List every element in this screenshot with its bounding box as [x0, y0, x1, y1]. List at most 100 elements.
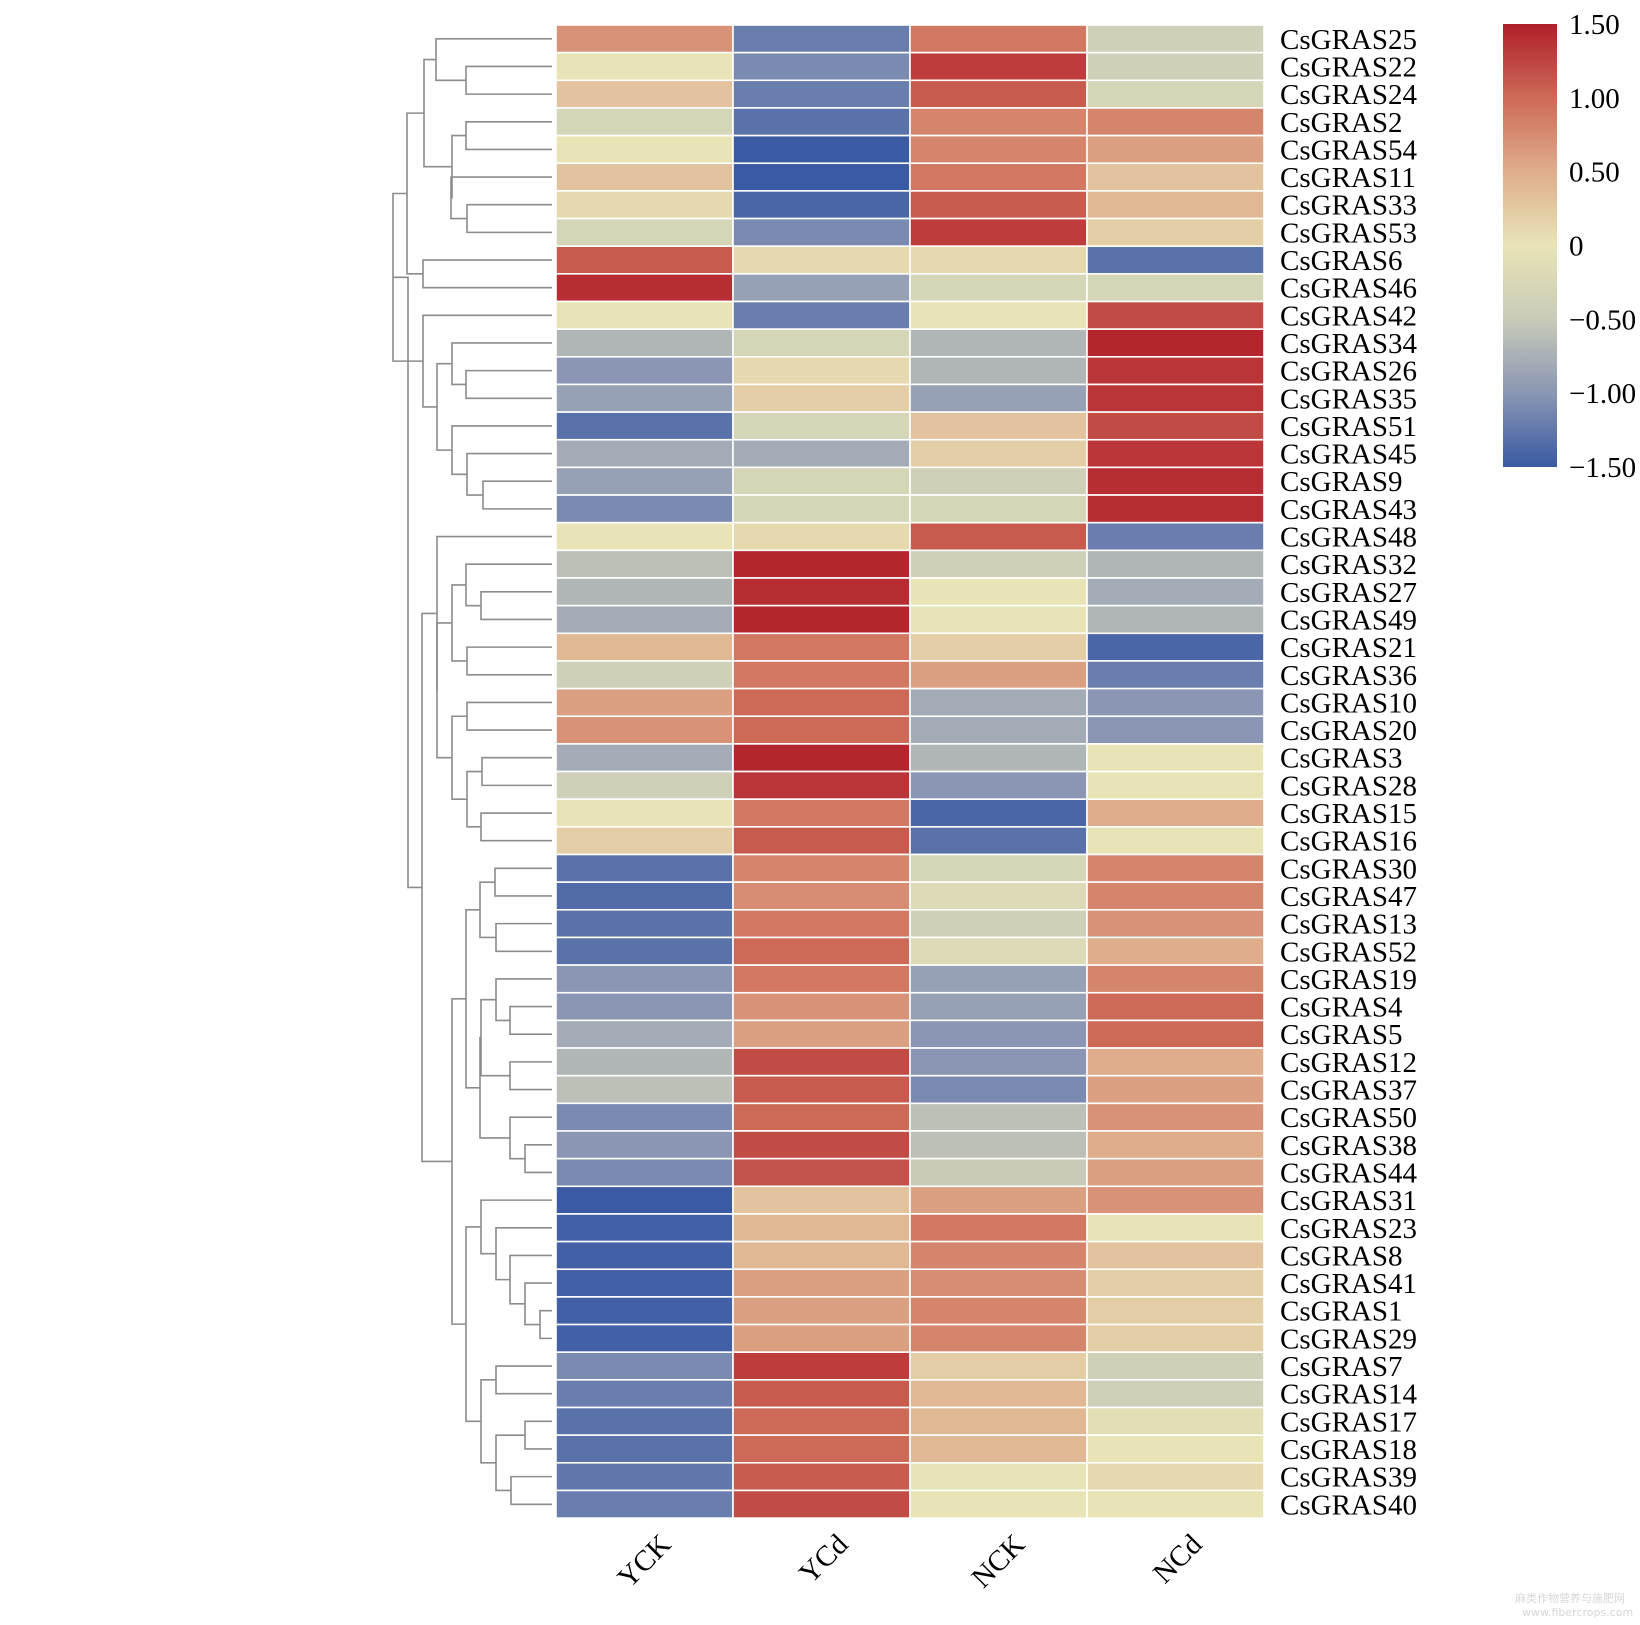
heatmap-cell: [732, 1489, 911, 1519]
heatmap-cell: [909, 881, 1088, 911]
heatmap-cell: [909, 411, 1088, 441]
heatmap-cell: [732, 328, 911, 358]
heatmap-cell: [909, 1489, 1088, 1519]
heatmap-cell: [555, 162, 734, 192]
dendrogram-branch: [524, 1282, 552, 1326]
row-label: CsGRAS7: [1280, 1351, 1403, 1383]
heatmap-cell: [732, 1406, 911, 1436]
heatmap-cell: [909, 273, 1088, 303]
dendrogram-branch: [466, 203, 552, 234]
dendrogram-branch: [494, 867, 552, 897]
heatmap-cell: [555, 1157, 734, 1188]
heatmap-cell: [1086, 355, 1265, 386]
heatmap-cell: [555, 881, 734, 911]
heatmap-cell: [555, 190, 734, 220]
row-label: CsGRAS35: [1280, 383, 1417, 415]
heatmap-cell: [555, 1019, 734, 1049]
row-label: CsGRAS13: [1280, 909, 1417, 941]
row-label: CsGRAS5: [1280, 1019, 1403, 1051]
dendrogram-branch: [465, 1226, 481, 1423]
heatmap-cell: [909, 577, 1088, 607]
heatmap-cell: [555, 1462, 734, 1492]
heatmap-cell: [1086, 107, 1265, 137]
heatmap-cell: [1086, 549, 1265, 579]
dendrogram-branch: [510, 1475, 552, 1506]
heatmap-cell: [555, 494, 734, 524]
dendrogram-branch: [524, 1420, 552, 1450]
heatmap-cell: [555, 660, 734, 690]
heatmap-cell: [909, 355, 1088, 386]
row-label: CsGRAS8: [1280, 1240, 1403, 1272]
heatmap-cell: [1086, 1296, 1265, 1326]
row-label: CsGRAS16: [1280, 826, 1417, 858]
heatmap-cell: [909, 1268, 1088, 1298]
heatmap-cell: [909, 1434, 1088, 1464]
colorbar: [1503, 24, 1557, 467]
heatmap-cell: [555, 1323, 734, 1354]
heatmap-cell: [909, 604, 1088, 635]
heatmap-cell: [909, 134, 1088, 165]
heatmap-cell: [1086, 1130, 1265, 1160]
row-label: CsGRAS1: [1280, 1296, 1403, 1328]
heatmap-cell: [555, 826, 734, 856]
row-label: CsGRAS3: [1280, 743, 1403, 775]
heatmap-cell: [555, 1185, 734, 1215]
heatmap-cell: [555, 743, 734, 773]
dendrogram-branch: [480, 812, 552, 842]
heatmap-cell: [1086, 798, 1265, 828]
row-label: CsGRAS43: [1280, 494, 1417, 526]
heatmap-cell: [909, 162, 1088, 192]
row-label: CsGRAS46: [1280, 273, 1417, 305]
dendrogram-branch: [495, 978, 552, 1022]
heatmap-cell: [909, 660, 1088, 690]
dendrogram-branch: [451, 584, 467, 662]
heatmap-cell: [909, 438, 1088, 469]
heatmap-cell: [909, 466, 1088, 496]
heatmap-cell: [732, 494, 911, 524]
heatmap-cell: [732, 273, 911, 303]
column-label: NCd: [1147, 1528, 1209, 1590]
dendrogram-branch: [465, 563, 552, 607]
heatmap-cell: [732, 1074, 911, 1105]
heatmap-cell: [1086, 273, 1265, 303]
heatmap-cell: [909, 217, 1088, 248]
heatmap-cell: [555, 964, 734, 994]
row-label: CsGRAS23: [1280, 1213, 1417, 1245]
heatmap-cell: [732, 660, 911, 690]
row-label: CsGRAS54: [1280, 134, 1417, 166]
heatmap-cell: [555, 134, 734, 165]
heatmap-cell: [732, 1240, 911, 1271]
heatmap-cell: [1086, 1379, 1265, 1409]
heatmap-cell: [732, 715, 911, 745]
heatmap-cell: [909, 190, 1088, 220]
heatmap-cell: [1086, 1019, 1265, 1049]
heatmap-cell: [909, 936, 1088, 966]
heatmap-cell: [732, 1296, 911, 1326]
dendrogram-branch: [406, 112, 424, 275]
row-label: CsGRAS34: [1280, 328, 1417, 360]
heatmap-cell: [1086, 1102, 1265, 1132]
dendrogram-branch: [451, 134, 466, 199]
heatmap-cell: [732, 1019, 911, 1049]
row-label: CsGRAS42: [1280, 300, 1417, 332]
dendrogram-branch: [481, 756, 552, 787]
row-label: CsGRAS24: [1280, 79, 1417, 111]
heatmap-cell: [909, 964, 1088, 994]
heatmap-cell: [732, 604, 911, 635]
row-label: CsGRAS48: [1280, 522, 1417, 554]
dendrogram-branch: [524, 1144, 552, 1174]
heatmap-cell: [909, 24, 1088, 54]
heatmap-cell: [555, 466, 734, 496]
heatmap-cell: [909, 383, 1088, 413]
dendrogram-branch: [480, 591, 552, 621]
colorbar-tick-label: −1.00: [1569, 378, 1636, 410]
heatmap-cell: [1086, 632, 1265, 662]
row-label: CsGRAS21: [1280, 632, 1417, 664]
row-label: CsGRAS50: [1280, 1102, 1417, 1134]
heatmap-cell: [1086, 1213, 1265, 1243]
dendrogram-branch: [436, 622, 452, 759]
heatmap-cell: [732, 881, 911, 911]
heatmap-cell: [909, 1296, 1088, 1326]
heatmap-cell: [1086, 1185, 1265, 1215]
